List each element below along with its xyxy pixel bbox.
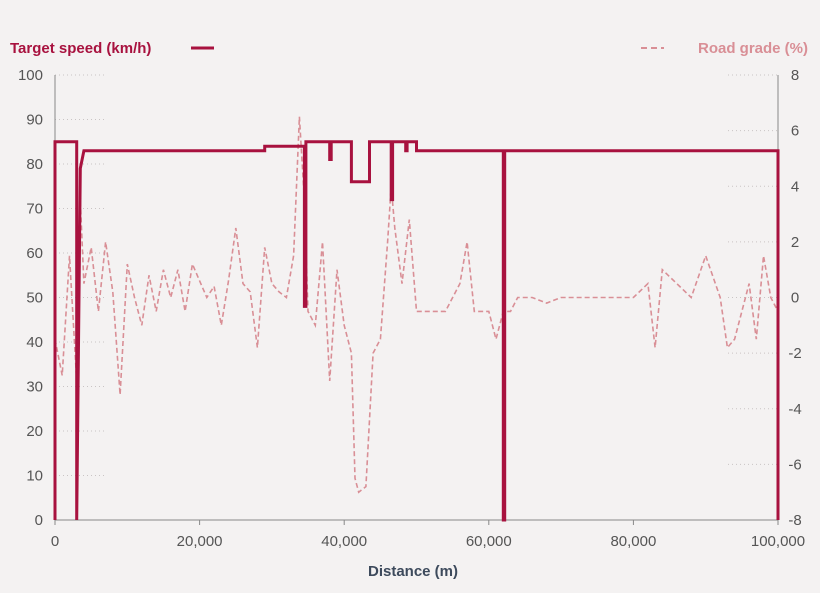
y-left-tick-label: 20 xyxy=(26,423,43,440)
x-tick-label: 100,000 xyxy=(751,533,805,550)
series xyxy=(53,116,780,522)
y-right-tick-label: 2 xyxy=(791,234,799,251)
y-right-tick-label: -2 xyxy=(788,345,801,362)
x-axis-label: Distance (m) xyxy=(368,563,458,580)
legend: Target speed (km/h) Road grade (%) xyxy=(10,40,808,57)
y-left-tick-label: 30 xyxy=(26,379,43,396)
y-right-tick-label: 6 xyxy=(791,123,799,140)
y-left-tick-label: 50 xyxy=(26,290,43,307)
y-left-tick-label: 100 xyxy=(18,67,43,84)
x-tick-label: 80,000 xyxy=(610,533,656,550)
y-right-tick-label: -8 xyxy=(788,512,801,529)
y-left-tick-label: 0 xyxy=(35,512,43,529)
legend-speed-label: Target speed (km/h) xyxy=(10,40,151,57)
y-left-tick-label: 40 xyxy=(26,334,43,351)
y-right-tick-label: -4 xyxy=(788,401,801,418)
legend-grade-label: Road grade (%) xyxy=(698,40,808,57)
series-road-grade-line xyxy=(54,116,779,494)
y-left-tick-label: 90 xyxy=(26,112,43,129)
x-tick-label: 20,000 xyxy=(177,533,223,550)
y-right-tick-label: 4 xyxy=(791,178,799,195)
y-left-tick-label: 70 xyxy=(26,201,43,218)
x-tick-label: 0 xyxy=(51,533,59,550)
y-right-tick-label: 8 xyxy=(791,67,799,84)
y-left-tick-label: 10 xyxy=(26,468,43,485)
x-tick-label: 60,000 xyxy=(466,533,512,550)
y-right-tick-label: -6 xyxy=(788,456,801,473)
y-left-tick-label: 60 xyxy=(26,245,43,262)
series-target-speed-line xyxy=(53,140,780,522)
y-left-tick-label: 80 xyxy=(26,156,43,173)
y-right-tick-label: 0 xyxy=(791,290,799,307)
x-tick-label: 40,000 xyxy=(321,533,367,550)
